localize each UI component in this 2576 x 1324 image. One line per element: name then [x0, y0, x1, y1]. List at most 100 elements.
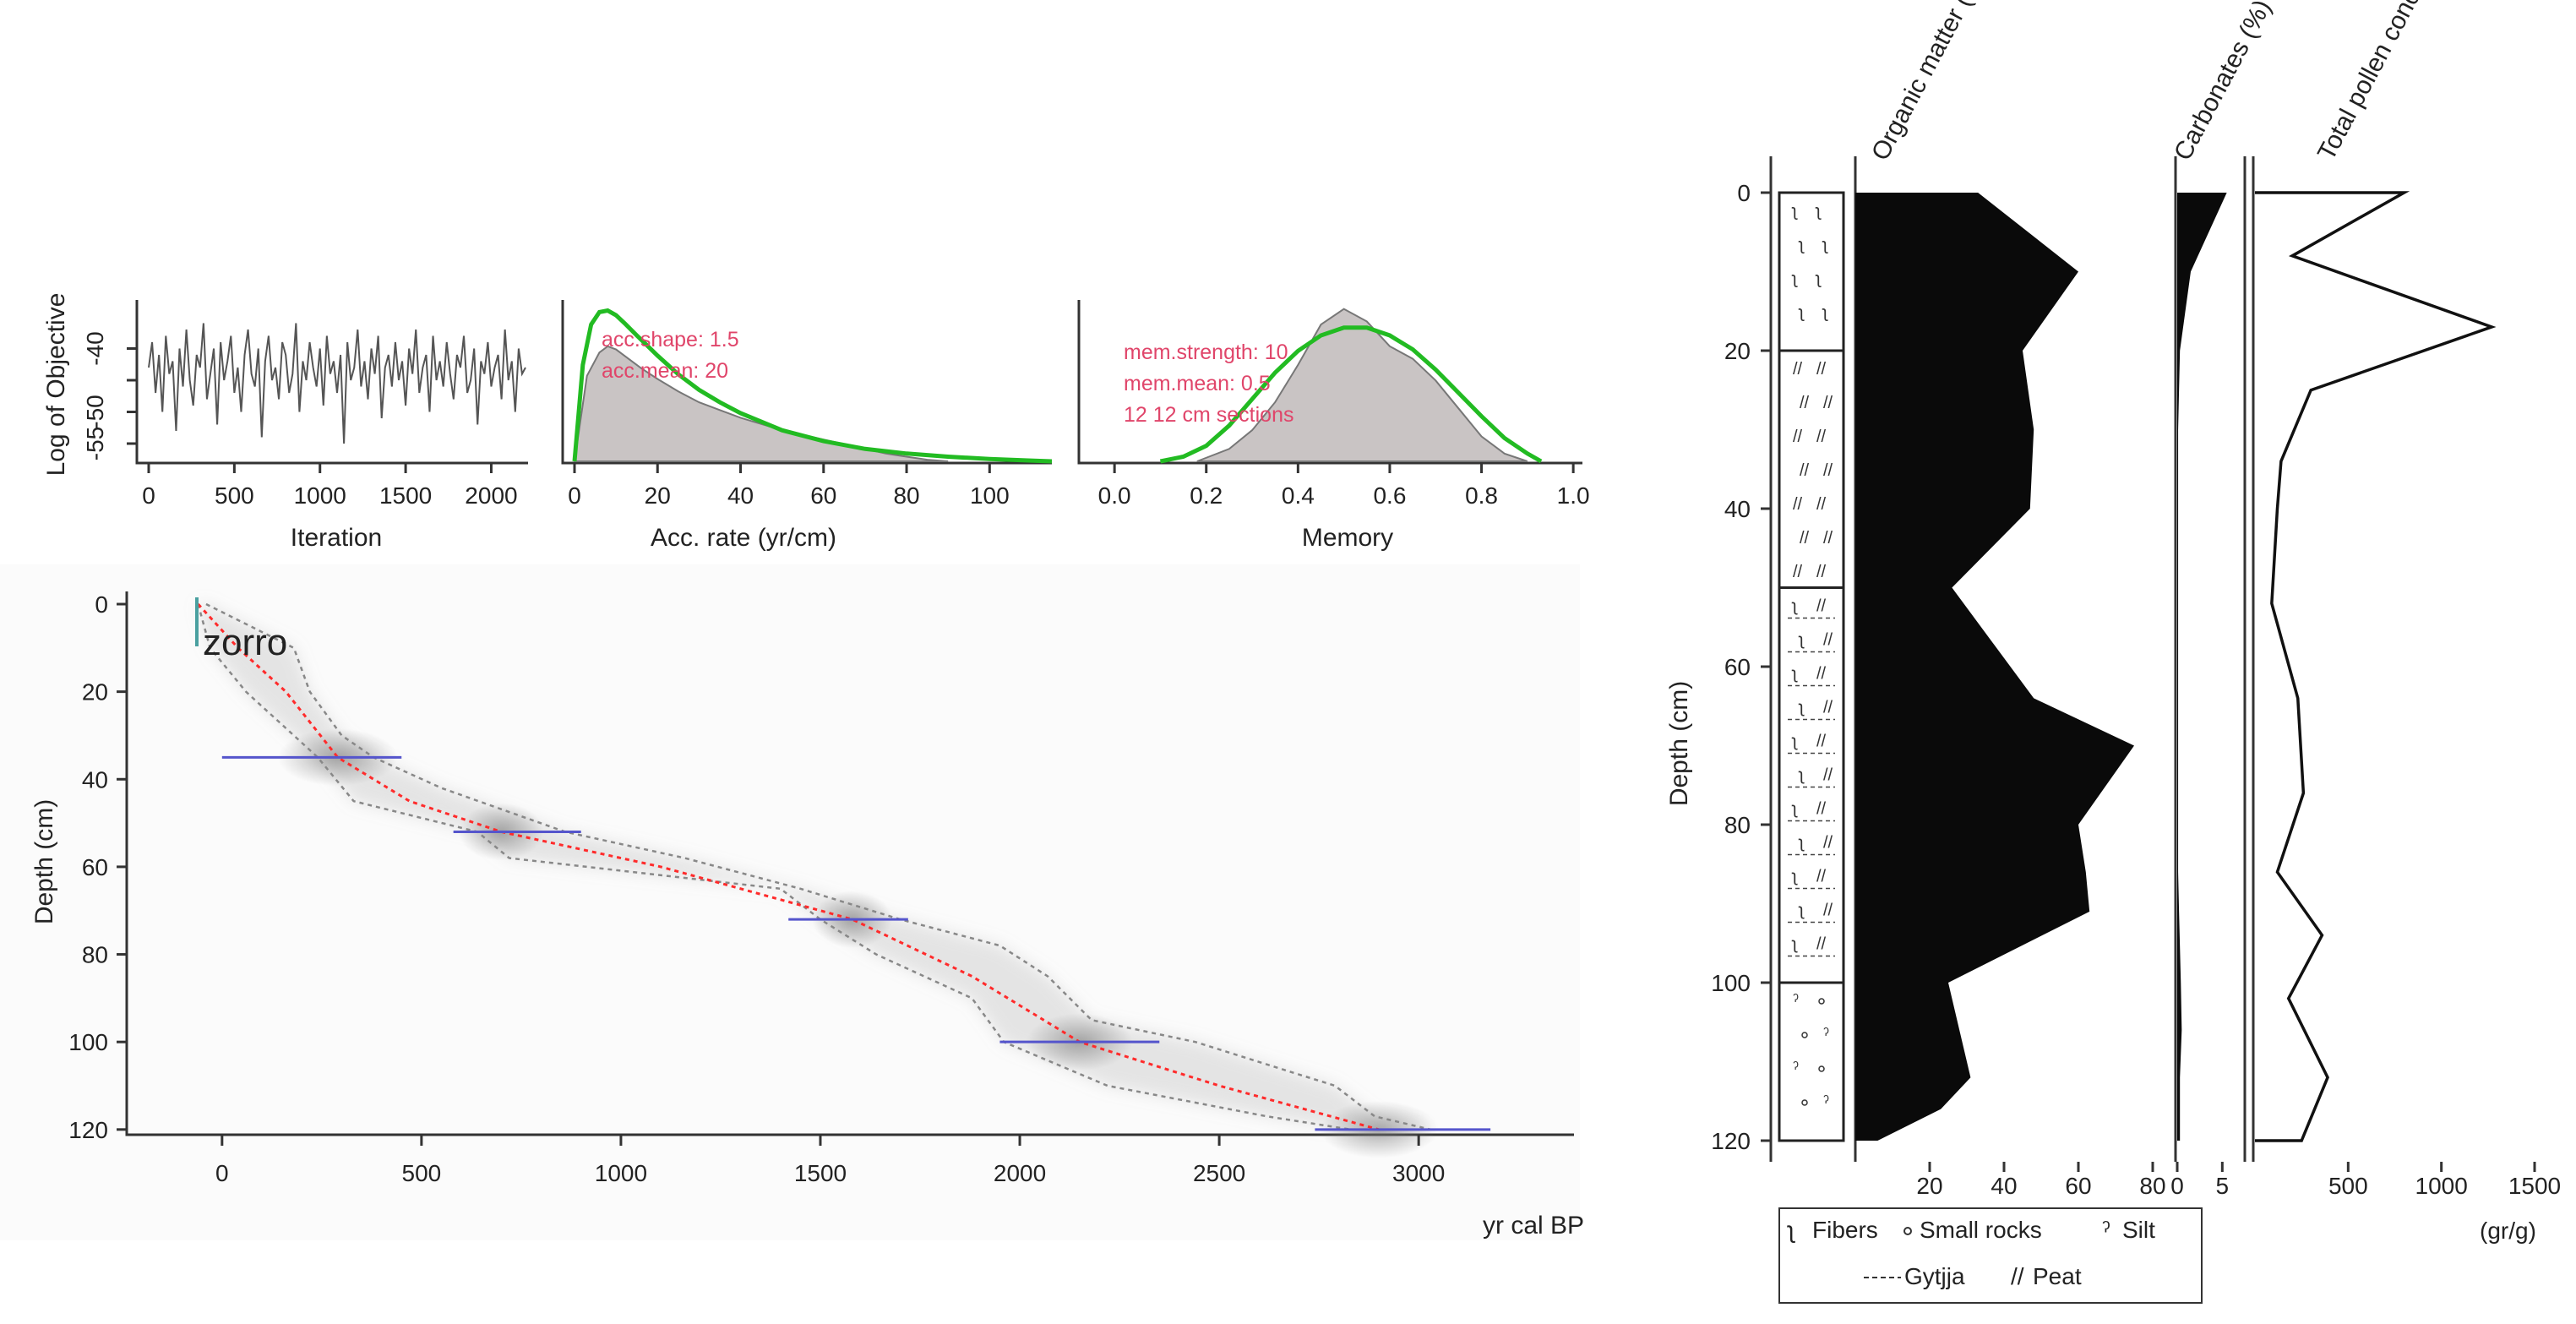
small-rock-pattern	[1801, 1032, 1808, 1038]
fibers-pattern: ʅ	[1822, 303, 1828, 322]
peat-pattern: //	[1816, 563, 1827, 581]
mem-mean-annotation: mem.mean: 0.5	[1124, 372, 1271, 395]
age-depth-mean-line	[197, 602, 1380, 1131]
y-tick-label: 80	[1724, 812, 1751, 838]
x-tick-label: 20	[645, 482, 671, 509]
x-tick-label: 60	[2065, 1173, 2091, 1199]
age-depth-panel: zorro 0 500 1000 1500 2000 2500 3000 0 20 40 60 80…	[0, 564, 1584, 1240]
peat-pattern: //	[1793, 563, 1803, 581]
acc-rate-x-label: Acc. rate (yr/cm)	[651, 524, 836, 552]
peat-pattern: //	[1816, 495, 1827, 514]
fibers-pattern: ʅ	[1791, 270, 1798, 288]
x-tick-label: 500	[215, 482, 254, 509]
legend-silt-icon: ˀ	[2102, 1217, 2110, 1243]
age-depth-x-label: yr cal BP	[1483, 1212, 1584, 1240]
strat-y-ticks: 0 20 40 60 80 100 120	[1711, 180, 1771, 1154]
y-tick-label: 120	[68, 1117, 108, 1143]
pollen-line	[2255, 191, 2497, 1142]
organic-matter-plot: 20 40 60 80 Organic matter (%)	[1854, 0, 2166, 1199]
x-tick-label: 500	[402, 1160, 442, 1186]
y-tick-label: -55	[82, 427, 108, 460]
organic-matter-area	[1855, 193, 2134, 1141]
gyttja-pattern: ʅ	[1791, 868, 1798, 886]
gyttja-pattern: //	[1823, 902, 1833, 920]
gyttja-pattern: ʅ	[1798, 631, 1805, 650]
gyttja-pattern: //	[1823, 834, 1833, 853]
gyttja-pattern: ʅ	[1798, 699, 1805, 717]
x-tick-label: 2000	[465, 482, 517, 509]
y-tick-label: 80	[82, 942, 108, 968]
peat-pattern: //	[1816, 360, 1827, 379]
x-tick-label: 1.0	[1557, 482, 1590, 509]
small-rock-pattern	[1818, 998, 1825, 1005]
x-tick-label: 40	[1991, 1173, 2017, 1199]
silt-pattern: ˀ	[1823, 1093, 1829, 1112]
x-tick-label: 0	[2170, 1173, 2184, 1199]
gyttja-pattern: //	[1816, 665, 1827, 684]
y-tick-label: 0	[1737, 180, 1751, 206]
gyttja-pattern: //	[1816, 597, 1827, 616]
gyttja-pattern: ʅ	[1798, 834, 1805, 853]
trace-axes	[135, 300, 528, 465]
x-tick-label: 60	[810, 482, 836, 509]
memory-x-label: Memory	[1302, 524, 1393, 552]
x-tick-label: 20	[1916, 1173, 1942, 1199]
y-tick-label: 120	[1711, 1128, 1751, 1154]
peat-pattern: //	[1800, 461, 1810, 480]
x-tick-label: 80	[2139, 1173, 2165, 1199]
x-tick-label: 0.0	[1098, 482, 1131, 509]
gyttja-pattern: //	[1823, 766, 1833, 785]
x-tick-label: 1500	[2508, 1173, 2561, 1199]
x-tick-label: 1000	[294, 482, 346, 509]
gyttja-pattern: ʅ	[1791, 665, 1798, 684]
x-tick-label: 1500	[794, 1160, 847, 1186]
gyttja-pattern: //	[1823, 631, 1833, 650]
memory-panel: mem.strength: 10 mem.mean: 0.5 12 12 cm …	[1077, 300, 1590, 552]
legend-peat-icon: //	[2011, 1263, 2024, 1289]
memory-axes	[1077, 300, 1582, 465]
fibers-pattern: ʅ	[1791, 202, 1798, 221]
x-tick-label: 5	[2216, 1173, 2230, 1199]
acc-rate-x-ticks: 0 20 40 60 80 100	[568, 463, 1010, 509]
carbonates-area	[2177, 193, 2227, 1141]
age-depth-dates	[221, 755, 1491, 1131]
peat-pattern: //	[1823, 394, 1833, 412]
fibers-pattern: ʅ	[1822, 236, 1828, 254]
pollen-unit: (gr/g)	[2480, 1218, 2536, 1244]
y-tick-label: 100	[68, 1029, 108, 1055]
gyttja-pattern: ʅ	[1798, 902, 1805, 920]
gyttja-pattern: //	[1816, 800, 1827, 819]
pollen-plot: 500 1000 1500 Total pollen concentration (…	[2243, 0, 2561, 1244]
legend-fibers-icon: ʅ	[1787, 1217, 1795, 1243]
y-tick-label: 100	[1711, 970, 1751, 996]
gyttja-pattern: //	[1816, 868, 1827, 886]
peat-pattern: //	[1816, 428, 1827, 446]
age-depth-x-ticks: 0 500 1000 1500 2000 2500 3000	[215, 1135, 1445, 1186]
trace-panel: 0 500 1000 1500 2000 -40 -50-55 Iteration Log…	[42, 293, 528, 552]
x-tick-label: 0	[142, 482, 155, 509]
trace-series-line	[148, 323, 526, 444]
acc-rate-panel: acc.shape: 1.5 acc.mean: 20 0 20 40 60 80 100…	[561, 300, 1053, 552]
x-tick-label: 1000	[595, 1160, 647, 1186]
x-tick-label: 3000	[1392, 1160, 1445, 1186]
acc-mean-annotation: acc.mean: 20	[602, 359, 728, 383]
peat-pattern: //	[1823, 529, 1833, 548]
legend-gyttja: Gytjja	[1904, 1263, 1965, 1289]
y-tick-label: 40	[1724, 496, 1751, 522]
x-tick-label: 500	[2328, 1173, 2368, 1199]
y-tick-label: -50	[82, 395, 108, 428]
gyttja-pattern: //	[1816, 935, 1827, 954]
x-tick-label: 1500	[379, 482, 432, 509]
trace-y-ticks: -40 -50-55	[82, 331, 137, 460]
organic-x-ticks: 20 40 60 80	[1916, 1162, 2166, 1199]
trace-x-ticks: 0 500 1000 1500 2000	[142, 463, 518, 509]
trace-x-label: Iteration	[291, 524, 382, 552]
age-depth-axes	[125, 591, 1574, 1136]
fibers-pattern: ʅ	[1798, 303, 1805, 322]
core-name: zorro	[203, 622, 287, 663]
silt-pattern: ˀ	[1793, 1060, 1799, 1078]
x-tick-label: 80	[893, 482, 919, 509]
